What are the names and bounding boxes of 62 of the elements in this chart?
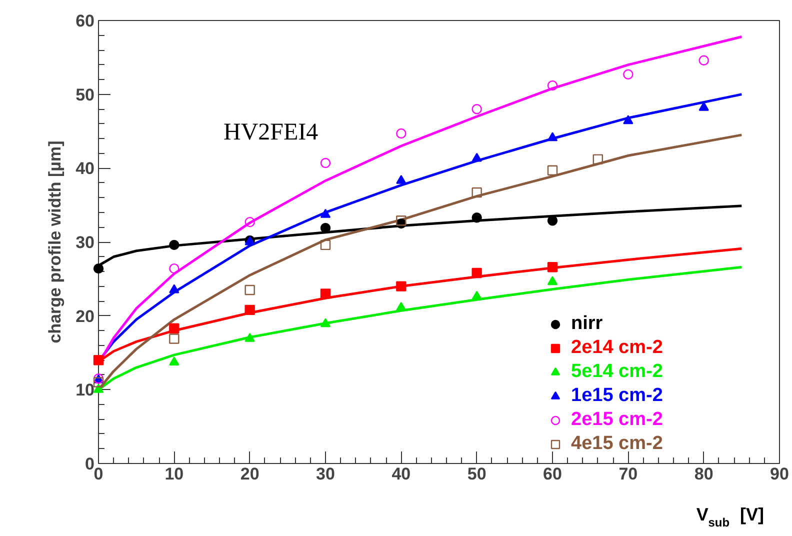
- y-tick-label: 40: [76, 159, 95, 178]
- y-tick-label: 50: [76, 85, 95, 104]
- point: [592, 154, 603, 164]
- legend-label: 2e15 cm-2: [571, 409, 663, 431]
- point: [396, 302, 406, 311]
- legend-label: 4e15 cm-2: [571, 433, 663, 455]
- y-tick-label: 60: [76, 12, 95, 30]
- point: [320, 158, 331, 168]
- point: [320, 288, 331, 299]
- point: [396, 128, 406, 139]
- point: [472, 268, 482, 278]
- x-tick-label: 30: [316, 464, 335, 484]
- legend-label: 1e15 cm-2: [571, 385, 663, 407]
- x-tick-label: 80: [694, 464, 714, 484]
- point: [623, 69, 634, 80]
- point: [93, 263, 104, 274]
- point: [244, 332, 255, 342]
- point: [169, 356, 180, 366]
- point: [698, 102, 709, 111]
- y-tick-label: 20: [76, 306, 95, 326]
- point: [472, 212, 482, 223]
- point: [169, 284, 180, 294]
- point: [169, 334, 180, 344]
- y-tick-label: 10: [76, 380, 95, 400]
- point: [244, 304, 255, 316]
- point: [320, 208, 331, 218]
- point: [320, 318, 331, 328]
- point: [169, 263, 180, 274]
- point: [547, 132, 558, 142]
- x-tick-label: 50: [467, 464, 486, 484]
- point: [169, 323, 180, 334]
- point: [93, 377, 104, 388]
- legend-label: 5e14 cm-2: [571, 361, 663, 383]
- point: [472, 187, 482, 198]
- legend-label: 2e14 cm-2: [571, 337, 663, 359]
- point: [472, 104, 482, 114]
- x-tick-label: 10: [164, 464, 184, 484]
- x-tick-label: 20: [240, 464, 260, 484]
- x-tick-label: 70: [618, 464, 638, 484]
- point: [547, 165, 558, 176]
- x-tick-label: 60: [543, 464, 562, 484]
- point: [169, 240, 180, 250]
- point: [244, 216, 255, 228]
- x-tick-label: 90: [770, 464, 789, 484]
- y-tick-label: 30: [76, 233, 95, 252]
- point: [547, 262, 558, 272]
- point: [472, 290, 482, 300]
- point: [396, 281, 406, 292]
- point: [396, 215, 406, 226]
- point: [320, 240, 331, 250]
- point: [396, 174, 406, 184]
- point: [93, 355, 104, 366]
- point: [472, 152, 482, 162]
- point: [623, 115, 634, 124]
- y-axis-title: charge profile width [µm]: [46, 140, 65, 344]
- point: [244, 284, 255, 296]
- x-tick-label: 40: [392, 464, 411, 484]
- point: [547, 80, 558, 91]
- point: [698, 55, 709, 66]
- point: [547, 276, 558, 286]
- legend-label: nirr: [571, 313, 603, 335]
- annotation: HV2FEI4: [224, 120, 318, 146]
